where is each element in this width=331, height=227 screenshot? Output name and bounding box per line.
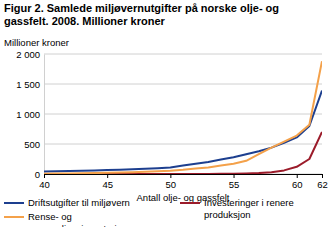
tick-label: 62 [317, 179, 328, 190]
series-line [44, 91, 322, 172]
tick-label: 1 500 [16, 79, 40, 90]
tick: 62 [317, 174, 328, 190]
legend-item: Investeringer i renereproduksjon [180, 197, 294, 220]
legend-swatch [180, 202, 200, 204]
x-axis: 40 45 50 55 60 62 [39, 174, 328, 190]
y-axis-title: Millioner kroner [4, 37, 69, 48]
tick: 55 [229, 174, 240, 190]
tick: 1 000 [16, 109, 44, 120]
title: Figur 2. Samlede miljøvernutgifter på no… [4, 2, 279, 27]
plot-area [44, 61, 322, 174]
tick-label: 500 [24, 139, 40, 150]
tick-mark [170, 174, 171, 178]
tick-label: 50 [166, 179, 177, 190]
tick-label: 45 [102, 179, 113, 190]
tick-label: 1 000 [16, 109, 40, 120]
text-line: Investeringer i renere [204, 197, 294, 208]
axis-line [45, 174, 323, 175]
tick: 2 000 [16, 49, 44, 60]
legend: Driftsutgifter til miljøvern Investeringe… [4, 197, 294, 227]
text-line: Driftsutgifter til miljøvern [28, 197, 130, 208]
grid-line [44, 54, 322, 55]
tick-mark [297, 174, 298, 178]
series-line [44, 61, 322, 174]
text-line: Rense- og [28, 211, 72, 222]
grid-line [44, 114, 322, 115]
tick: 50 [166, 174, 177, 190]
grid-line [44, 84, 322, 85]
tick: 45 [102, 174, 113, 190]
tick: 1 500 [16, 79, 44, 90]
tick-mark [44, 174, 45, 178]
tick-mark [234, 174, 235, 178]
tick-label: 60 [292, 179, 303, 190]
text-line: oppsamlingsinvesteringer [28, 223, 136, 227]
legend-swatch [4, 216, 24, 218]
tick-label: 2 000 [16, 49, 40, 60]
tick: 500 [24, 139, 44, 150]
series-line [44, 132, 322, 174]
legend-item: Rense- ogoppsamlingsinvesteringer [4, 211, 136, 227]
legend-item: Driftsutgifter til miljøvern [4, 197, 130, 208]
tick-label: 40 [39, 179, 50, 190]
grid [44, 54, 322, 174]
tick-mark [107, 174, 108, 178]
text-line: gassfelt. 2008. Millioner kroner [4, 15, 166, 27]
text-line: Figur 2. Samlede miljøvernutgifter på no… [4, 2, 279, 14]
text-line: produksjon [204, 209, 250, 220]
legend-label: Driftsutgifter til miljøvern [28, 197, 130, 208]
y-axis: 05001 0001 5002 000 [16, 49, 44, 180]
legend-swatch [4, 202, 24, 204]
chart: Figur 2. Samlede miljøvernutgifter på no… [0, 0, 331, 227]
legend-label: Rense- ogoppsamlingsinvesteringer [28, 211, 136, 227]
tick: 40 [39, 174, 50, 190]
tick-label: 55 [229, 179, 240, 190]
tick-mark [322, 174, 323, 178]
axis-line [44, 55, 45, 175]
legend-label: Investeringer i renereproduksjon [204, 197, 294, 220]
tick: 60 [292, 174, 303, 190]
